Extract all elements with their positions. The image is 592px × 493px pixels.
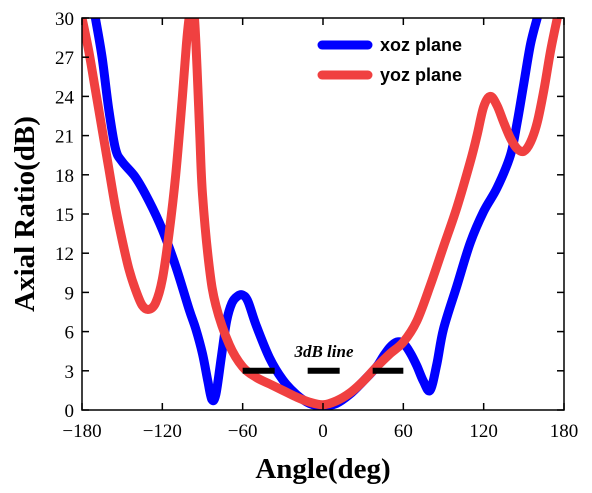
x-tick-label: 0 (318, 421, 328, 442)
y-tick-label: 6 (65, 323, 75, 344)
x-tick-label: 180 (550, 421, 579, 442)
legend-label-xoz-plane: xoz plane (380, 35, 462, 55)
x-tick-label: −120 (143, 421, 182, 442)
x-tick-label: −180 (62, 421, 101, 442)
y-tick-label: 24 (55, 87, 75, 108)
series-line-yoz-plane (82, 18, 562, 410)
x-tick-label: 120 (469, 421, 498, 442)
legend-label-yoz-plane: yoz plane (380, 65, 462, 85)
annotation-3db-line: 3dB line (293, 342, 353, 361)
y-tick-label: 15 (55, 205, 74, 226)
series-layer (82, 18, 562, 410)
x-axis-ticks: −180 −120 −60 0 60 120 180 (62, 18, 578, 442)
legend: xoz plane yoz plane (317, 35, 462, 85)
y-tick-label: 30 (55, 9, 74, 30)
y-tick-label: 0 (65, 401, 75, 422)
y-tick-label: 18 (55, 166, 74, 187)
x-tick-label: −60 (228, 421, 258, 442)
y-tick-label: 27 (55, 48, 74, 69)
y-tick-label: 12 (55, 244, 74, 265)
y-tick-label: 21 (55, 127, 74, 148)
y-axis-ticks: 0 3 6 9 12 15 18 21 24 27 30 (55, 9, 564, 422)
y-tick-label: 3 (65, 362, 75, 383)
y-tick-label: 9 (65, 283, 75, 304)
x-axis-title: Angle(deg) (255, 453, 390, 485)
y-axis-title: Axial Ratio(dB) (9, 116, 41, 312)
x-tick-label: 60 (394, 421, 413, 442)
